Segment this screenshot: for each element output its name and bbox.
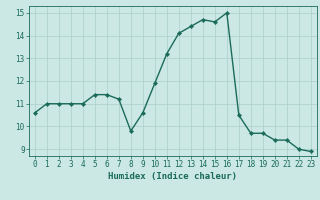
X-axis label: Humidex (Indice chaleur): Humidex (Indice chaleur) [108, 172, 237, 181]
